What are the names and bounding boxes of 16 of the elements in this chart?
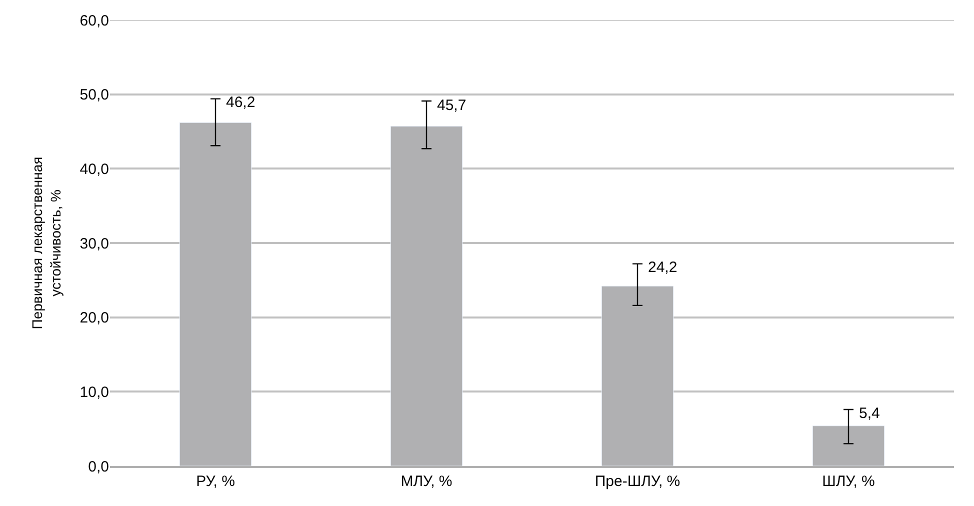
y-tick-label: 0,0 [88,458,109,476]
y-tick-label: 20,0 [80,310,109,327]
y-tick-label: 50,0 [80,86,109,104]
x-tick-label: МЛУ, % [400,473,452,490]
data-label: 45,7 [437,97,466,114]
y-tick-label: 10,0 [80,384,109,401]
x-tick-label: РУ, % [196,473,235,490]
y-tick-label: 40,0 [80,160,109,178]
data-label: 24,2 [648,259,678,276]
y-tick-label: 30,0 [80,235,109,252]
y-axis-title: Первичная лекарственная устойчивость, % [29,156,64,330]
x-tick-label: Пре-ШЛУ, % [594,473,680,490]
data-label: 46,2 [226,94,256,111]
data-label: 5,4 [859,405,880,422]
x-tick-label: ШЛУ, % [822,473,875,490]
y-tick-label: 60,0 [80,12,109,30]
